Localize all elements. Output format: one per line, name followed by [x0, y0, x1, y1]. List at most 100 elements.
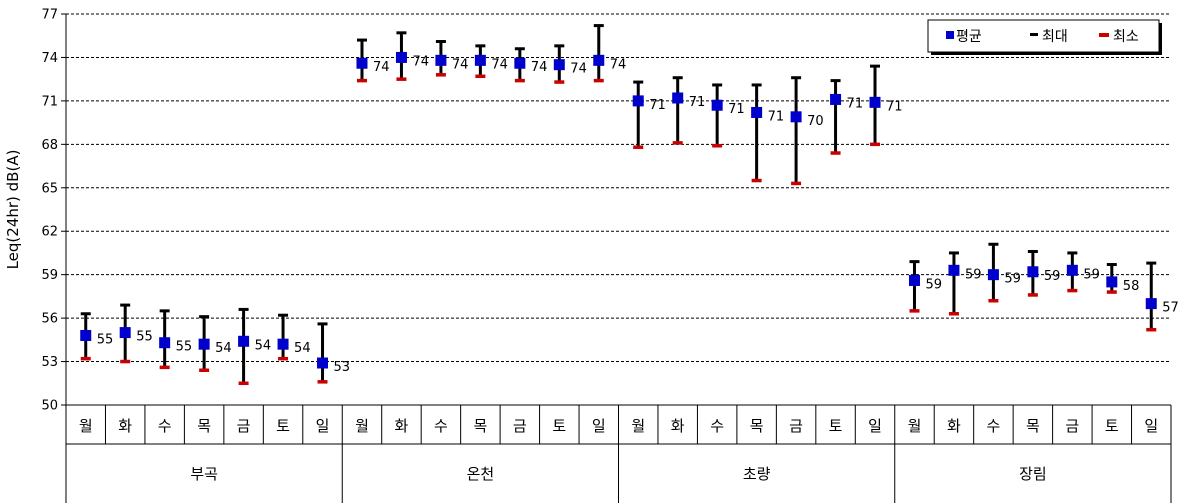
error-bars: [80, 24, 1157, 386]
legend-mean-label: 평균: [956, 29, 982, 45]
data-label: 71: [886, 99, 903, 114]
mean-marker: [711, 99, 723, 111]
mean-markers: [80, 51, 1157, 369]
mean-marker: [830, 93, 842, 105]
data-label: 74: [412, 54, 429, 69]
category-label: 목: [1026, 417, 1040, 435]
data-label: 70: [807, 114, 824, 129]
legend-mean-swatch: [946, 31, 954, 39]
category-label: 화: [947, 417, 961, 435]
mean-marker: [1066, 264, 1078, 276]
mean-marker: [593, 54, 605, 66]
category-label: 토: [1105, 417, 1119, 435]
category-label: 토: [276, 417, 290, 435]
mean-marker: [514, 57, 526, 69]
legend-shadow-bottom: [931, 52, 1162, 55]
mean-marker: [474, 54, 486, 66]
data-label: 59: [965, 267, 982, 282]
y-tick-label: 53: [41, 355, 58, 370]
group-label: 초량: [743, 465, 771, 483]
mean-marker: [119, 327, 131, 339]
mean-marker: [632, 95, 644, 107]
y-tick-label: 65: [41, 181, 58, 196]
data-label: 55: [97, 332, 114, 347]
y-tick-label: 71: [41, 94, 58, 109]
legend-shadow-right: [1159, 23, 1162, 55]
category-axis: 월 화 수 목 금 토 일부곡 월 화 수 목 금 토 일온천 월 화 수 목 금 토 일초량 월 화 수 목 금 토 일장림: [66, 405, 1172, 503]
category-label: 일: [592, 417, 606, 435]
legend-box: [927, 19, 1160, 53]
category-label: 화: [395, 417, 409, 435]
data-label: 57: [1162, 301, 1179, 316]
mean-marker: [751, 106, 763, 118]
data-label: 54: [255, 338, 272, 353]
group-label: 장림: [1019, 465, 1047, 483]
legend-max-label: 최대: [1042, 29, 1068, 45]
category-label: 일: [868, 417, 882, 435]
axes: 50 53 56 59 62 65 68 71 74 77: [41, 8, 1171, 503]
category-label: 월: [631, 417, 645, 435]
data-label: 59: [1044, 269, 1061, 284]
legend: 평균 최대 최소: [927, 19, 1162, 55]
mean-marker: [395, 51, 407, 63]
data-label: 55: [176, 340, 193, 355]
group-label: 온천: [467, 465, 495, 483]
category-label: 목: [750, 417, 764, 435]
data-label: 71: [728, 102, 745, 117]
data-label: 54: [294, 341, 311, 356]
data-label: 74: [610, 57, 627, 72]
category-label: 수: [710, 417, 724, 435]
data-label: 71: [847, 96, 864, 111]
category-label: 목: [473, 417, 487, 435]
mean-marker: [790, 111, 802, 123]
category-label: 화: [118, 417, 132, 435]
category-label: 일: [1144, 417, 1158, 435]
y-tick-label: 77: [41, 8, 58, 23]
y-tick-label: 74: [41, 51, 58, 66]
category-label: 월: [79, 417, 93, 435]
mean-marker: [435, 54, 447, 66]
y-axis-label: Leq(24hr) dB(A): [4, 150, 22, 270]
data-label: 71: [768, 109, 785, 124]
mean-marker: [198, 338, 210, 350]
y-tick-label: 68: [41, 138, 58, 153]
data-label: 71: [689, 95, 706, 110]
mean-marker: [277, 338, 289, 350]
category-label: 토: [552, 417, 566, 435]
y-tick-label: 62: [41, 225, 58, 240]
mean-marker: [1145, 298, 1157, 310]
category-label: 수: [434, 417, 448, 435]
category-label: 토: [829, 417, 843, 435]
data-label: 74: [570, 62, 587, 77]
data-label: 59: [1083, 267, 1100, 282]
category-label: 금: [1065, 417, 1079, 435]
mean-marker: [908, 274, 920, 286]
mean-marker: [1106, 276, 1118, 288]
data-label: 54: [215, 341, 232, 356]
data-label: 58: [1123, 279, 1140, 294]
grid-lines: [66, 13, 1171, 363]
mean-marker: [317, 357, 329, 369]
data-label: 74: [531, 60, 548, 75]
mean-marker: [948, 264, 960, 276]
y-tick-label: 50: [41, 399, 58, 414]
data-label: 74: [491, 57, 508, 72]
mean-marker: [238, 335, 250, 347]
mean-marker: [159, 337, 171, 349]
category-label: 일: [316, 417, 330, 435]
legend-min-swatch: [1099, 33, 1109, 37]
data-label: 74: [452, 57, 469, 72]
data-label: 74: [373, 60, 390, 75]
mean-marker: [869, 96, 881, 108]
mean-marker: [80, 329, 92, 341]
mean-marker: [1027, 266, 1039, 278]
data-label: 59: [925, 277, 942, 292]
data-label: 71: [649, 98, 666, 113]
y-tick-label: 59: [41, 268, 58, 283]
legend-max-swatch: [1030, 33, 1038, 36]
mean-marker: [553, 59, 565, 71]
data-labels: 55 55 55 54 54 54 53 74 74 74 74 74 74 74 71 71 71 71 70 71…: [97, 54, 1179, 375]
group-label: 부곡: [190, 465, 218, 483]
category-label: 금: [513, 417, 527, 435]
